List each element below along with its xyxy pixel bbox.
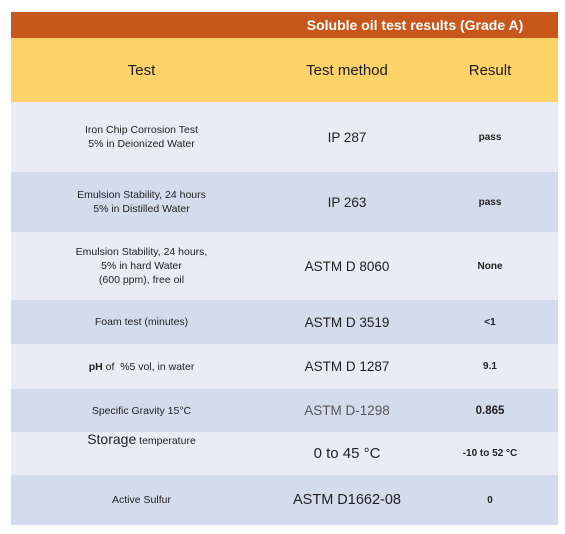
table-row: Specific Gravity 15°C ASTM D-1298 0.865 bbox=[11, 389, 558, 432]
table-row: pH of %5 vol, in water ASTM D 1287 9.1 bbox=[11, 344, 558, 389]
test-cell: Emulsion Stability, 24 hours, 5% in hard… bbox=[11, 232, 272, 300]
test-line: Emulsion Stability, 24 hours, bbox=[75, 246, 208, 258]
result-cell: 9.1 bbox=[483, 361, 497, 372]
test-line: Emulsion Stability, 24 hours bbox=[77, 189, 206, 201]
table-row: Emulsion Stability, 24 hours 5% in Disti… bbox=[11, 172, 558, 232]
test-line: Specific Gravity 15°C bbox=[91, 404, 192, 417]
method-cell: ASTM D1662-08 bbox=[293, 492, 401, 508]
result-cell: <1 bbox=[484, 316, 496, 328]
test-bold-part: pH bbox=[88, 360, 103, 373]
result-cell: 0 bbox=[487, 494, 493, 506]
method-cell: ASTM D 8060 bbox=[304, 258, 390, 274]
table-row: Iron Chip Corrosion Test 5% in Deionized… bbox=[11, 102, 558, 172]
result-cell: None bbox=[477, 260, 503, 272]
test-line: 5% in hard Water bbox=[101, 260, 182, 272]
test-line: Foam test (minutes) bbox=[94, 316, 189, 328]
method-cell: 0 to 45 °C bbox=[313, 445, 381, 462]
header-method: Test method bbox=[306, 61, 388, 79]
test-cell: Specific Gravity 15°C bbox=[11, 389, 272, 432]
method-cell: ASTM D 3519 bbox=[304, 314, 390, 330]
header-row: Test Test method Result bbox=[11, 38, 558, 102]
test-cell: Iron Chip Corrosion Test 5% in Deionized… bbox=[11, 102, 272, 172]
test-rest-part: temperature bbox=[136, 435, 196, 447]
result-cell: pass bbox=[478, 196, 502, 208]
test-cell: pH of %5 vol, in water bbox=[11, 344, 272, 389]
method-cell: IP 263 bbox=[327, 194, 367, 210]
table-row: Emulsion Stability, 24 hours, 5% in hard… bbox=[11, 232, 558, 300]
results-table: Soluble oil test results (Grade A) Test … bbox=[11, 12, 558, 525]
result-cell: -10 to 52 °C bbox=[462, 448, 518, 459]
test-line: 5% in Distilled Water bbox=[93, 203, 190, 215]
test-line: (600 ppm), free oil bbox=[98, 274, 185, 286]
method-cell: ASTM D-1298 bbox=[304, 403, 390, 418]
table-row: Storage temperature 0 to 45 °C -10 to 52… bbox=[11, 432, 558, 475]
table-title: Soluble oil test results (Grade A) bbox=[306, 17, 524, 33]
method-cell: IP 287 bbox=[327, 129, 367, 145]
header-result: Result bbox=[468, 61, 512, 79]
result-cell: 0.865 bbox=[475, 404, 505, 417]
title-bar: Soluble oil test results (Grade A) bbox=[11, 12, 558, 38]
test-cell: Emulsion Stability, 24 hours 5% in Disti… bbox=[11, 172, 272, 232]
test-big-part: Storage bbox=[87, 431, 137, 447]
table-row: Foam test (minutes) ASTM D 3519 <1 bbox=[11, 300, 558, 344]
test-cell: Storage temperature bbox=[11, 432, 272, 475]
test-line: 5% in Deionized Water bbox=[88, 138, 195, 150]
result-cell: pass bbox=[478, 131, 502, 143]
test-line: Iron Chip Corrosion Test bbox=[84, 124, 199, 136]
table-row: Active Sulfur ASTM D1662-08 0 bbox=[11, 475, 558, 525]
method-cell: ASTM D 1287 bbox=[304, 359, 390, 374]
header-test: Test bbox=[127, 61, 156, 79]
test-cell: Active Sulfur bbox=[11, 475, 272, 525]
test-line: Active Sulfur bbox=[112, 494, 171, 506]
test-cell: Foam test (minutes) bbox=[11, 300, 272, 344]
test-rest-part: of %5 vol, in water bbox=[102, 360, 195, 373]
